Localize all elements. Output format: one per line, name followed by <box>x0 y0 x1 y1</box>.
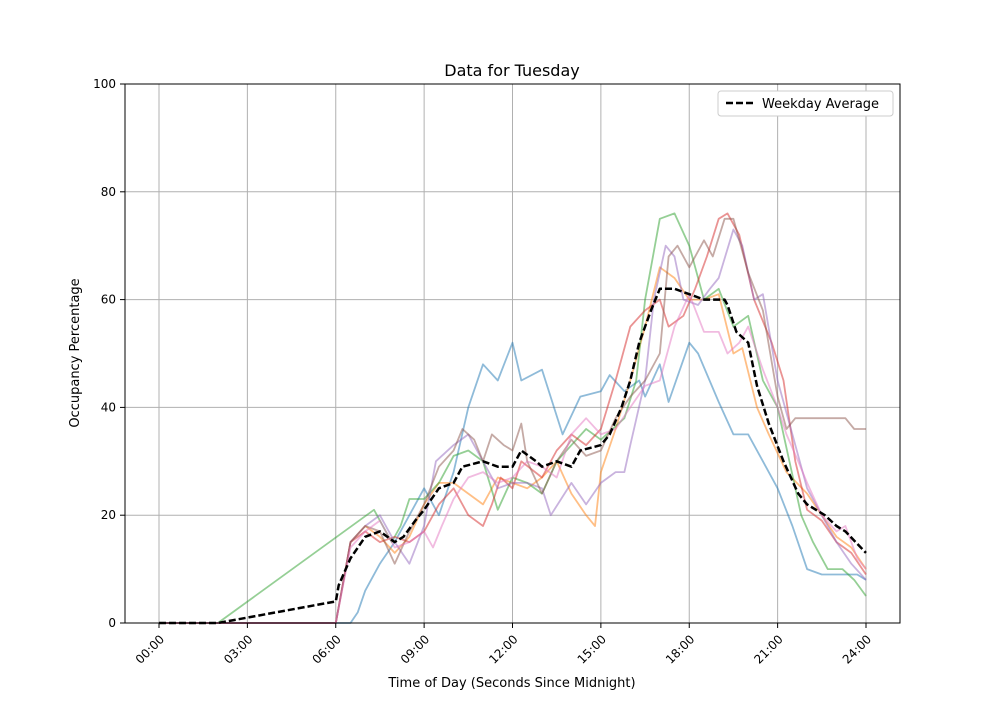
x-tick-label: 06:00 <box>310 632 344 666</box>
x-tick-label: 09:00 <box>398 632 432 666</box>
series-line-1 <box>159 341 867 624</box>
chart-title: Data for Tuesday <box>444 61 579 80</box>
x-tick-label: 03:00 <box>221 632 255 666</box>
series-line-7 <box>159 293 867 624</box>
x-tick-label: 24:00 <box>840 632 874 666</box>
series-line-6 <box>159 217 866 624</box>
y-tick-label: 40 <box>101 400 116 414</box>
x-axis-label: Time of Day (Seconds Since Midnight) <box>387 676 635 691</box>
y-tick-label: 80 <box>101 185 116 199</box>
series-lines <box>159 212 867 625</box>
x-tick-label: 00:00 <box>133 632 167 666</box>
weekday-average-line <box>159 287 867 625</box>
x-tick-label: 21:00 <box>751 632 785 666</box>
legend-label: Weekday Average <box>762 97 879 112</box>
legend-box <box>717 90 894 117</box>
y-tick-label: 0 <box>108 616 116 630</box>
y-tick-label: 20 <box>101 508 116 522</box>
series-line-3 <box>159 212 867 624</box>
y-tick-label: 100 <box>93 77 116 91</box>
x-tick-label: 18:00 <box>663 632 697 666</box>
legend: Weekday Average <box>717 90 894 117</box>
y-axis-label: Occupancy Percentage <box>68 278 83 427</box>
x-tick-label: 12:00 <box>486 632 520 666</box>
y-tick-label: 60 <box>101 293 116 307</box>
series-line-2 <box>159 266 867 624</box>
x-tick-label: 15:00 <box>575 632 609 666</box>
